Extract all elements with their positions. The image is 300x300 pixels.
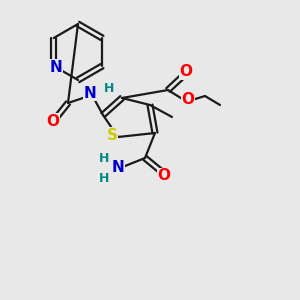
Text: O: O	[46, 113, 59, 128]
Text: O: O	[158, 169, 170, 184]
Text: H: H	[99, 152, 109, 166]
Text: N: N	[50, 59, 62, 74]
Text: H: H	[99, 172, 109, 184]
Text: N: N	[84, 85, 96, 100]
Text: O: O	[179, 64, 193, 80]
Text: S: S	[106, 128, 118, 142]
Text: N: N	[112, 160, 124, 175]
Text: H: H	[104, 82, 114, 95]
Text: O: O	[182, 92, 194, 107]
